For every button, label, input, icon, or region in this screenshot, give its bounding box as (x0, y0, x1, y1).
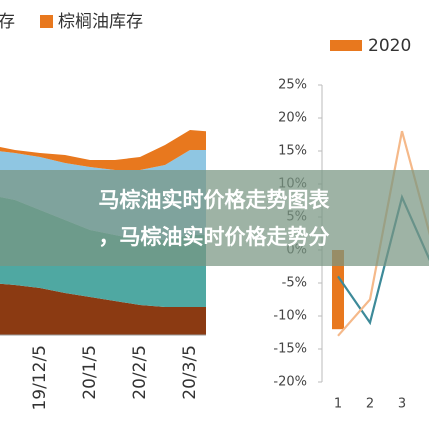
x-tick-label: 2 (366, 397, 374, 412)
y-tick-label: -5% (282, 276, 307, 291)
area (0, 130, 206, 170)
y-tick-label: -10% (273, 309, 307, 324)
y-tick-label: 15% (278, 144, 307, 159)
y-tick-label: -15% (273, 342, 307, 357)
x-tick-label: 19/12/5 (30, 345, 50, 411)
y-tick-label: 25% (278, 78, 307, 93)
legend-swatch (40, 15, 53, 28)
y-tick-label: 20% (278, 111, 307, 126)
banner-line: 马棕油实时价格走势图表 (99, 188, 331, 212)
x-tick-label: 1 (334, 397, 342, 412)
legend-label: 存 (0, 12, 15, 32)
legend-swatch (330, 40, 362, 51)
x-tick-label: 3 (398, 397, 406, 412)
x-tick-label: 20/3/5 (180, 345, 200, 400)
banner-bg (0, 170, 429, 266)
x-tick-label: 20/2/5 (130, 345, 150, 400)
legend-label: 2020 (368, 36, 411, 56)
area (0, 283, 206, 335)
banner-line: ，马棕油实时价格走势分 (99, 225, 330, 249)
legend-label: 棕榈油库存 (58, 12, 143, 32)
y-tick-label: -20% (273, 375, 307, 390)
bar (332, 250, 344, 330)
x-tick-label: 20/1/5 (80, 345, 100, 400)
